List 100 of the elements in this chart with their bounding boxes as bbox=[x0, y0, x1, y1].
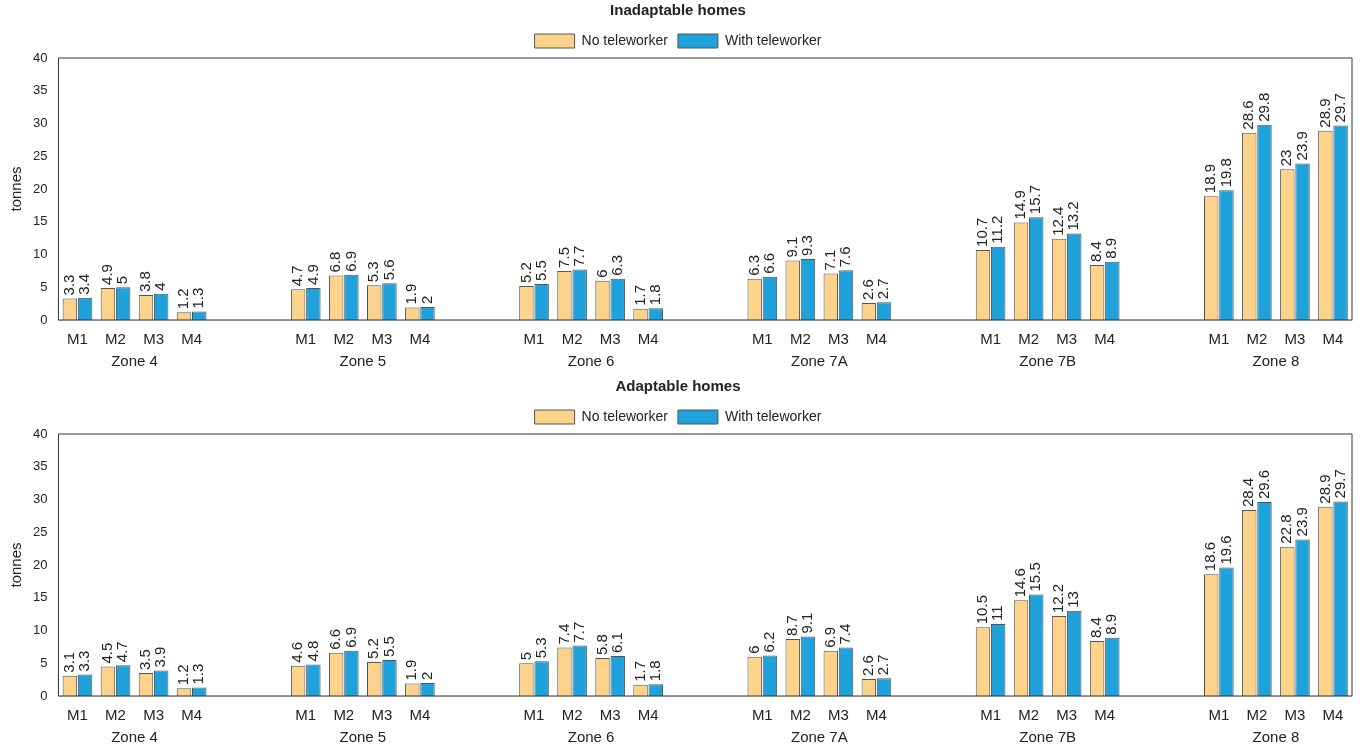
data-label: 4.6 bbox=[288, 642, 306, 663]
x-tick-label: M1 bbox=[67, 706, 88, 724]
data-label: 8.4 bbox=[1087, 617, 1105, 638]
data-label: 7.5 bbox=[554, 247, 572, 268]
data-label: 8.4 bbox=[1087, 241, 1105, 262]
data-label: 6.9 bbox=[341, 626, 359, 648]
data-label: 1.3 bbox=[189, 287, 207, 309]
text: Zone 6 bbox=[567, 727, 615, 745]
x-tick-label: M4 bbox=[181, 706, 203, 724]
y-tick-label: 15 bbox=[32, 589, 48, 605]
data-label: 7.7 bbox=[569, 621, 587, 643]
data-label: 13 bbox=[1064, 591, 1082, 608]
text: Zone 7A bbox=[791, 727, 848, 745]
data-label: 3.5 bbox=[136, 649, 154, 671]
chart-title: Inadaptable homes bbox=[610, 1, 746, 19]
data-label: 1.7 bbox=[630, 285, 648, 306]
data-label: 1.9 bbox=[402, 283, 420, 305]
text: Zone 8 bbox=[1252, 727, 1300, 745]
y-axis-title: tonnes bbox=[7, 166, 25, 212]
x-tick-label: M2 bbox=[105, 330, 126, 348]
y-tick-label: 15 bbox=[32, 213, 48, 229]
data-label: 5.8 bbox=[592, 634, 610, 656]
data-label: 1.2 bbox=[174, 664, 192, 686]
x-tick-label: M1 bbox=[980, 330, 1001, 348]
data-label: 4.5 bbox=[98, 642, 116, 664]
data-label: 6 bbox=[744, 645, 762, 654]
data-label: 23 bbox=[1277, 149, 1295, 167]
data-label: 8.9 bbox=[1102, 613, 1120, 635]
data-label: 6.3 bbox=[607, 254, 625, 276]
data-label: 1.9 bbox=[402, 659, 420, 681]
y-tick-label: 0 bbox=[40, 687, 48, 703]
x-tick-label: M3 bbox=[1056, 330, 1078, 348]
data-label: 23.9 bbox=[1292, 507, 1310, 537]
data-label: 5.2 bbox=[364, 638, 382, 659]
data-label: 3.3 bbox=[75, 650, 93, 672]
x-tick-label: M3 bbox=[1284, 330, 1306, 348]
y-tick-label: 5 bbox=[40, 278, 48, 294]
data-label: 28.6 bbox=[1239, 100, 1257, 130]
data-label: 6.9 bbox=[820, 626, 838, 648]
data-label: 3.9 bbox=[151, 646, 169, 668]
legend-label: With teleworker bbox=[724, 407, 822, 424]
data-label: 13.2 bbox=[1064, 201, 1082, 231]
x-tick-label: M2 bbox=[789, 330, 811, 348]
data-label: 1.8 bbox=[645, 660, 663, 682]
x-tick-label: M3 bbox=[827, 330, 849, 348]
x-tick-label: M4 bbox=[409, 706, 431, 724]
data-label: 12.4 bbox=[1049, 206, 1067, 236]
data-label: 19.8 bbox=[1216, 158, 1234, 188]
data-label: 6.2 bbox=[760, 631, 778, 653]
data-label: 1.2 bbox=[174, 288, 192, 310]
x-tick-label: M1 bbox=[295, 330, 317, 348]
x-tick-label: M3 bbox=[1056, 706, 1078, 724]
x-tick-label: M1 bbox=[67, 330, 88, 348]
data-label: 5.6 bbox=[379, 259, 397, 281]
y-tick-label: 10 bbox=[32, 246, 48, 262]
data-label: 2 bbox=[417, 295, 435, 304]
x-tick-label: M3 bbox=[143, 706, 164, 724]
data-label: 8.7 bbox=[782, 615, 800, 637]
data-label: 12.2 bbox=[1049, 583, 1067, 614]
data-label: 6.9 bbox=[341, 250, 359, 272]
y-tick-label: 30 bbox=[32, 491, 48, 507]
data-label: 6 bbox=[592, 269, 610, 278]
x-tick-label: M1 bbox=[751, 706, 773, 724]
y-tick-label: 40 bbox=[32, 425, 48, 441]
data-label: 29.8 bbox=[1254, 92, 1272, 122]
x-tick-label: M4 bbox=[1094, 706, 1116, 724]
data-label: 4.9 bbox=[98, 264, 116, 285]
x-tick-label: M4 bbox=[1094, 330, 1116, 348]
data-label: 11 bbox=[988, 605, 1006, 621]
text: Zone 8 bbox=[1252, 351, 1300, 369]
data-label: 2.6 bbox=[858, 279, 876, 300]
data-label: 28.4 bbox=[1239, 477, 1257, 507]
data-label: 3.8 bbox=[136, 271, 154, 293]
data-label: 14.6 bbox=[1011, 568, 1029, 598]
data-label: 6.1 bbox=[607, 632, 625, 654]
x-tick-label: M2 bbox=[561, 330, 583, 348]
x-tick-label: M1 bbox=[1208, 706, 1230, 724]
data-label: 8.9 bbox=[1102, 237, 1120, 259]
data-label: 18.6 bbox=[1201, 541, 1219, 572]
x-tick-label: M2 bbox=[1018, 706, 1040, 724]
data-label: 5.3 bbox=[364, 261, 382, 283]
data-label: 14.9 bbox=[1011, 190, 1029, 220]
x-tick-label: M1 bbox=[1208, 330, 1230, 348]
data-label: 6.3 bbox=[744, 254, 762, 276]
data-label: 28.9 bbox=[1315, 98, 1333, 128]
data-label: 4.8 bbox=[303, 640, 321, 662]
data-label: 1.8 bbox=[645, 284, 663, 306]
data-label: 15.5 bbox=[1026, 562, 1044, 592]
data-label: 5 bbox=[113, 275, 131, 285]
data-label: 10.5 bbox=[973, 595, 991, 625]
x-tick-label: M3 bbox=[599, 706, 621, 724]
legend-label: No teleworker bbox=[581, 407, 669, 424]
text: Zone 4 bbox=[111, 351, 158, 369]
data-label: 2.7 bbox=[874, 654, 892, 676]
x-tick-label: M4 bbox=[1322, 706, 1344, 724]
data-label: 6.6 bbox=[326, 628, 344, 650]
data-label: 7.6 bbox=[836, 246, 854, 268]
data-label: 3.1 bbox=[60, 651, 78, 673]
data-label: 2.7 bbox=[874, 278, 892, 300]
data-label: 11.2 bbox=[988, 215, 1006, 244]
